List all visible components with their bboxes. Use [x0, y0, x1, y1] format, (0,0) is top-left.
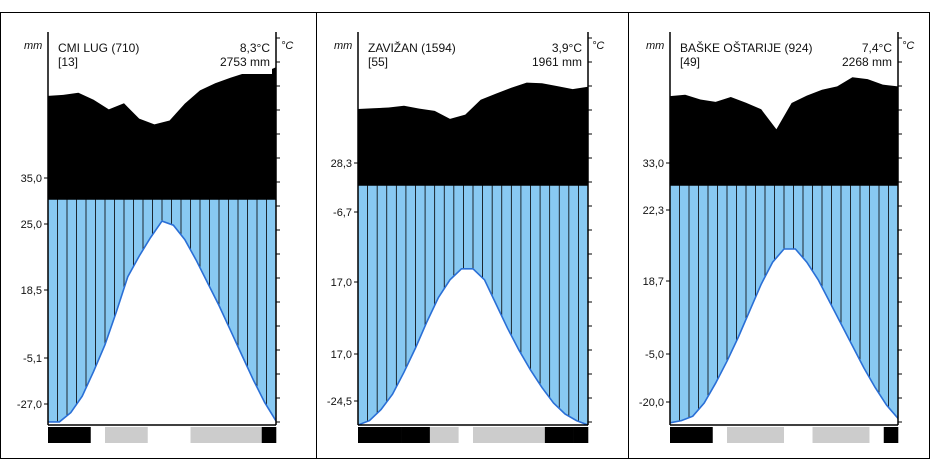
climate-diagram-2: 28,3 -6,7 17,0 17,0 -24,5 mm °C ZAVIŽAN (1594) 3… [327, 32, 604, 443]
precip-area [358, 82, 588, 185]
left-tick-label: 22,3 [643, 205, 664, 217]
frost-cell-none [869, 427, 885, 443]
station-box [362, 36, 584, 74]
dry-area [48, 221, 276, 425]
observation-years: [49] [680, 55, 700, 69]
climate-diagram-1: 35,0 25,0 18,5 -5,1 -27,0 mm °C CMI LUG (710) 8,… [17, 32, 293, 443]
station-name: ZAVIŽAN (1594) [368, 40, 456, 55]
frost-cell-prob [501, 427, 517, 443]
frost-cell-prob [429, 427, 445, 443]
annual-precipitation: 1961 mm [532, 55, 582, 69]
station-box [52, 36, 272, 74]
frost-cell-prob [769, 427, 785, 443]
frost-cell-prob [473, 427, 488, 443]
frost-cell-prob [826, 427, 842, 443]
temperature-curve [669, 248, 899, 424]
left-tick-label: 33,0 [643, 158, 664, 170]
frost-cell-sure [698, 427, 714, 443]
observation-years: [13] [58, 55, 78, 69]
frost-cell-none [162, 427, 177, 443]
left-tick-label: -5,0 [645, 349, 664, 361]
left-tick-label: 35,0 [21, 173, 42, 185]
frost-cell-prob [444, 427, 459, 443]
station-box [674, 36, 894, 74]
frost-cell-sure [261, 427, 277, 443]
annual-precipitation: 2268 mm [842, 55, 892, 69]
frost-cell-prob [204, 427, 220, 443]
frost-cell-sure [670, 427, 685, 443]
frost-cell-sure [386, 427, 402, 443]
frost-cell-sure [684, 427, 699, 443]
frost-cell-none [90, 427, 106, 443]
frost-cell-none [784, 427, 799, 443]
unit-celsius: °C [281, 40, 293, 52]
frost-cell-sure [48, 427, 63, 443]
left-tick-label: 25,0 [21, 219, 42, 231]
frost-cell-sure [573, 427, 589, 443]
frost-cell-sure [62, 427, 77, 443]
frost-cell-none [458, 427, 474, 443]
temperature-curve [357, 268, 589, 426]
unit-celsius: °C [592, 40, 604, 52]
left-tick-label: -5,1 [23, 353, 42, 365]
frost-cell-prob [755, 427, 771, 443]
left-tick-label: 18,5 [21, 285, 42, 297]
unit-mm: mm [646, 40, 664, 52]
mean-temperature: 8,3°C [240, 41, 270, 55]
dry-area [670, 249, 898, 425]
left-tick-label: -6,7 [333, 207, 352, 219]
left-tick-label: -24,5 [327, 396, 352, 408]
station-name: BAŠKE OŠTARIJE (924) [680, 40, 813, 55]
frost-cell-prob [855, 427, 870, 443]
frost-cell-prob [247, 427, 263, 443]
temperature-curve [48, 220, 277, 423]
frost-cell-prob [841, 427, 856, 443]
frost-cell-prob [133, 427, 149, 443]
frost-cell-none [798, 427, 813, 443]
frost-cell-prob [727, 427, 742, 443]
frost-cell-prob [219, 427, 234, 443]
station-name: CMI LUG (710) [58, 41, 139, 55]
frost-cell-sure [372, 427, 388, 443]
frost-cell-none [147, 427, 163, 443]
unit-mm: mm [24, 40, 42, 52]
frost-cell-sure [76, 427, 92, 443]
precip-area [48, 67, 276, 199]
left-tick-label: -27,0 [17, 399, 42, 411]
frost-cell-prob [741, 427, 756, 443]
frost-cell-sure [358, 427, 373, 443]
frost-cell-sure [401, 427, 416, 443]
precip-area [670, 77, 898, 185]
frost-cell-sure [883, 427, 899, 443]
frost-cell-sure [559, 427, 574, 443]
observation-years: [55] [368, 55, 388, 69]
frost-cell-prob [233, 427, 248, 443]
left-tick-label: 17,0 [331, 277, 352, 289]
frost-cell-none [176, 427, 191, 443]
mean-temperature: 3,9°C [552, 41, 582, 55]
frost-cell-none [712, 427, 728, 443]
frost-cell-sure [544, 427, 560, 443]
unit-celsius: °C [902, 40, 914, 52]
unit-mm: mm [334, 40, 352, 52]
frost-cell-prob [190, 427, 206, 443]
frost-cell-prob [119, 427, 134, 443]
frost-cell-prob [812, 427, 828, 443]
frost-cell-prob [105, 427, 120, 443]
left-tick-label: 28,3 [331, 158, 352, 170]
frost-cell-prob [516, 427, 531, 443]
frost-cell-prob [487, 427, 503, 443]
frost-cell-sure [415, 427, 431, 443]
dry-area [358, 268, 588, 425]
frost-cell-prob [530, 427, 546, 443]
left-tick-label: 17,0 [331, 349, 352, 361]
humid-notch [466, 185, 503, 209]
mean-temperature: 7,4°C [862, 41, 892, 55]
left-tick-label: -20,0 [639, 397, 664, 409]
climate-diagram-3: 33,0 22,3 18,7 -5,0 -20,0 mm °C BAŠKE OŠTARIJE … [639, 32, 914, 443]
annual-precipitation: 2753 mm [220, 55, 270, 69]
left-tick-label: 18,7 [643, 276, 664, 288]
